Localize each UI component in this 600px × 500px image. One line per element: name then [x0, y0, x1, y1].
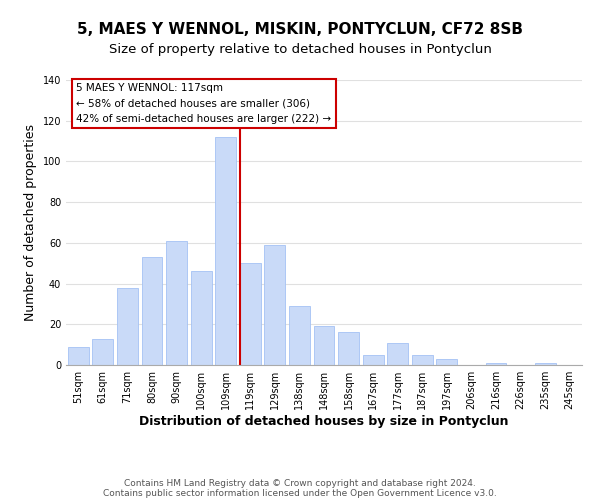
Text: 5 MAES Y WENNOL: 117sqm
← 58% of detached houses are smaller (306)
42% of semi-d: 5 MAES Y WENNOL: 117sqm ← 58% of detache… [76, 83, 331, 124]
Bar [436, 359, 457, 365]
Y-axis label: Number of detached properties: Number of detached properties [24, 124, 37, 321]
Text: Contains HM Land Registry data © Crown copyright and database right 2024.: Contains HM Land Registry data © Crown c… [124, 478, 476, 488]
Text: Size of property relative to detached houses in Pontyclun: Size of property relative to detached ho… [109, 42, 491, 56]
Bar [191, 272, 212, 365]
Bar [265, 245, 286, 365]
Text: Contains public sector information licensed under the Open Government Licence v3: Contains public sector information licen… [103, 488, 497, 498]
Bar [485, 363, 506, 365]
Bar [387, 342, 408, 365]
Bar [68, 346, 89, 365]
Bar [215, 137, 236, 365]
Bar [289, 306, 310, 365]
Bar [412, 355, 433, 365]
Bar [240, 263, 261, 365]
Text: 5, MAES Y WENNOL, MISKIN, PONTYCLUN, CF72 8SB: 5, MAES Y WENNOL, MISKIN, PONTYCLUN, CF7… [77, 22, 523, 38]
Bar [314, 326, 334, 365]
Bar [535, 363, 556, 365]
Bar [166, 241, 187, 365]
Bar [117, 288, 138, 365]
Bar [142, 257, 163, 365]
Bar [362, 355, 383, 365]
Bar [338, 332, 359, 365]
Bar [92, 338, 113, 365]
X-axis label: Distribution of detached houses by size in Pontyclun: Distribution of detached houses by size … [139, 415, 509, 428]
